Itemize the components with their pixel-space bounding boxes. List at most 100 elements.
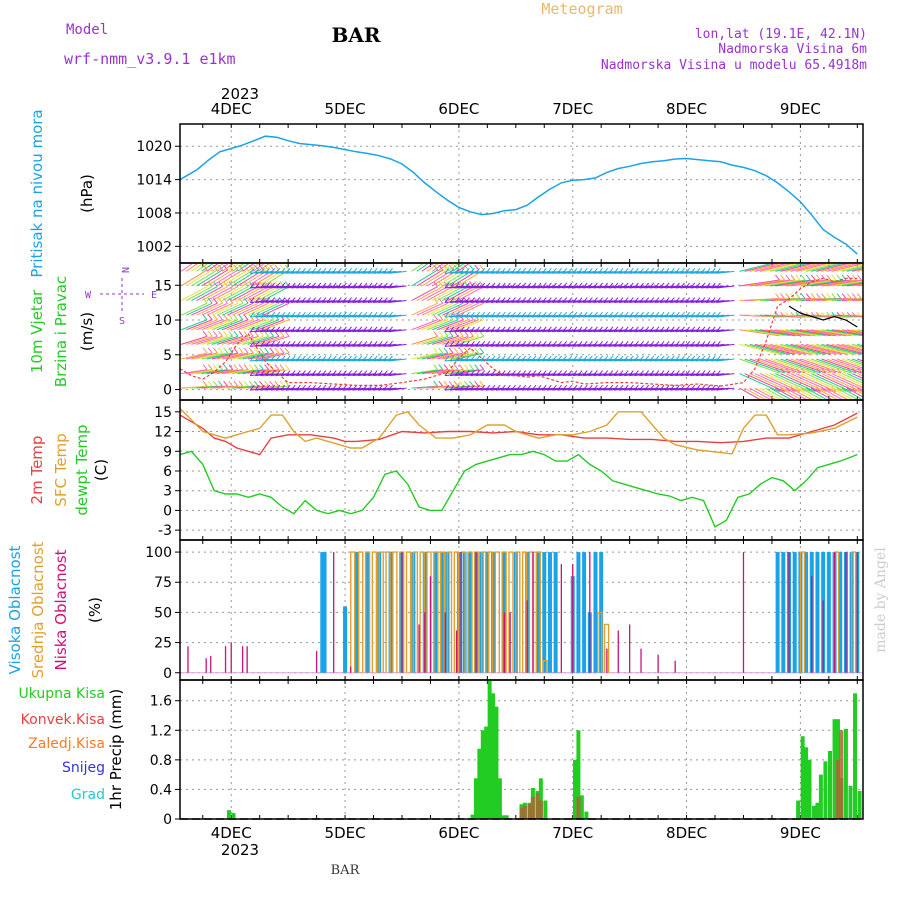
wind-barb	[836, 264, 863, 272]
wind-barb	[378, 285, 397, 289]
wind-barb-flag	[284, 380, 290, 387]
wind-barb-flag	[367, 384, 373, 391]
wind-barb-flag	[495, 282, 501, 289]
wind-barb	[501, 285, 520, 289]
wind-barb	[537, 285, 556, 289]
wind-barb	[196, 369, 223, 375]
wind-barb-flag	[521, 341, 527, 347]
wind-barb-flag	[290, 355, 296, 362]
wind-barb	[654, 270, 673, 274]
wind-barb-flag	[500, 297, 506, 303]
wind-barb	[526, 314, 545, 318]
wind-barb-flag	[841, 293, 847, 299]
wind-barb-flag	[326, 311, 332, 318]
wind-barb	[670, 300, 689, 304]
wind-barb-flag	[352, 297, 358, 303]
wind-barb-flag	[680, 282, 685, 289]
wind-barb-flag	[654, 268, 660, 274]
axis-title: (%)	[86, 597, 104, 623]
conv-precip-bar	[576, 796, 581, 819]
wind-barb-flag	[893, 349, 897, 354]
wind-barb	[816, 343, 857, 355]
wind-barb-flag	[264, 347, 269, 354]
wind-barb-flag	[275, 311, 281, 318]
wind-barb-flag	[695, 355, 701, 362]
wind-barb	[437, 335, 464, 345]
wind-barb-flag	[480, 341, 486, 347]
wind-barb-flag	[659, 268, 665, 274]
wind-barb-flag	[639, 384, 644, 391]
wind-barb	[526, 387, 545, 391]
wind-barb	[316, 387, 335, 391]
wind-barb	[327, 314, 346, 318]
wind-barb-flag	[342, 370, 347, 376]
wind-barb	[388, 270, 407, 274]
wind-barb	[578, 387, 597, 391]
wind-barb	[460, 358, 479, 362]
wind-barb-flag	[669, 282, 675, 289]
wind-barb	[588, 314, 607, 318]
wind-barb-flag	[449, 326, 455, 333]
wind-barb-flag	[500, 341, 506, 347]
wind-barb-flag	[254, 311, 260, 318]
wind-barb-flag	[618, 326, 624, 333]
wind-barb	[557, 300, 576, 304]
wind-barb	[816, 387, 839, 400]
wind-barb-flag	[372, 311, 378, 318]
wind-barb	[821, 373, 862, 393]
wind-barb	[416, 369, 443, 375]
wind-barb-flag	[301, 355, 306, 362]
wind-barb-flag	[821, 293, 826, 299]
wind-barb-flag	[311, 268, 317, 274]
wind-barb	[521, 270, 540, 274]
wind-barb	[795, 329, 836, 337]
wind-barb-flag	[805, 293, 811, 299]
credit-label: made by Angel	[873, 547, 889, 653]
wind-barb	[206, 269, 234, 287]
wind-barb-flag	[347, 370, 352, 376]
wind-barb-flag	[649, 341, 655, 347]
wind-barb-flag	[352, 370, 358, 376]
wind-barb-flag	[480, 268, 486, 274]
wind-barb	[775, 387, 798, 400]
mid-cloud-bar	[799, 551, 806, 673]
wind-barb	[442, 286, 469, 301]
wind-barb	[180, 286, 208, 301]
wind-barb	[608, 314, 627, 318]
wind-barb	[226, 263, 241, 272]
wind-barb	[201, 269, 228, 287]
wind-barb-flag	[674, 326, 680, 333]
model-name: wrf-nmm_v3.9.1 e1km	[64, 50, 236, 68]
wind-barb	[680, 329, 699, 333]
wind-barb-flag	[500, 268, 506, 274]
wind-barb-flag	[285, 370, 291, 376]
wind-barb-flag	[511, 297, 516, 303]
wind-barb	[383, 270, 402, 274]
wind-barb	[252, 302, 280, 316]
wind-barb	[250, 329, 269, 333]
wind-barb	[805, 358, 847, 374]
wind-barb	[557, 270, 576, 274]
y-tick-label: 75	[154, 575, 172, 591]
wind-barb-flag	[639, 326, 644, 333]
y-tick-label: 0.8	[150, 753, 172, 769]
wind-barb	[811, 343, 852, 355]
wind-barb	[680, 314, 699, 318]
wind-barb-flag	[603, 297, 609, 303]
wind-barb	[216, 335, 244, 345]
total-precip-bar	[807, 759, 812, 819]
wind-barb-flag	[664, 297, 670, 303]
wind-barb-flag	[775, 405, 779, 410]
y-tick-label: 10	[154, 313, 172, 329]
wind-barb-flag	[715, 282, 721, 289]
wind-barb	[265, 343, 284, 347]
wind-barb	[831, 329, 863, 335]
wind-barb	[485, 329, 504, 333]
high-cloud-bar	[468, 552, 473, 673]
wind-barb	[475, 270, 494, 274]
wind-barb	[485, 270, 504, 274]
wind-barb	[665, 373, 684, 377]
wind-barb-flag	[806, 405, 810, 410]
wind-barb-flag	[888, 256, 892, 261]
wind-barb-flag	[521, 297, 527, 303]
